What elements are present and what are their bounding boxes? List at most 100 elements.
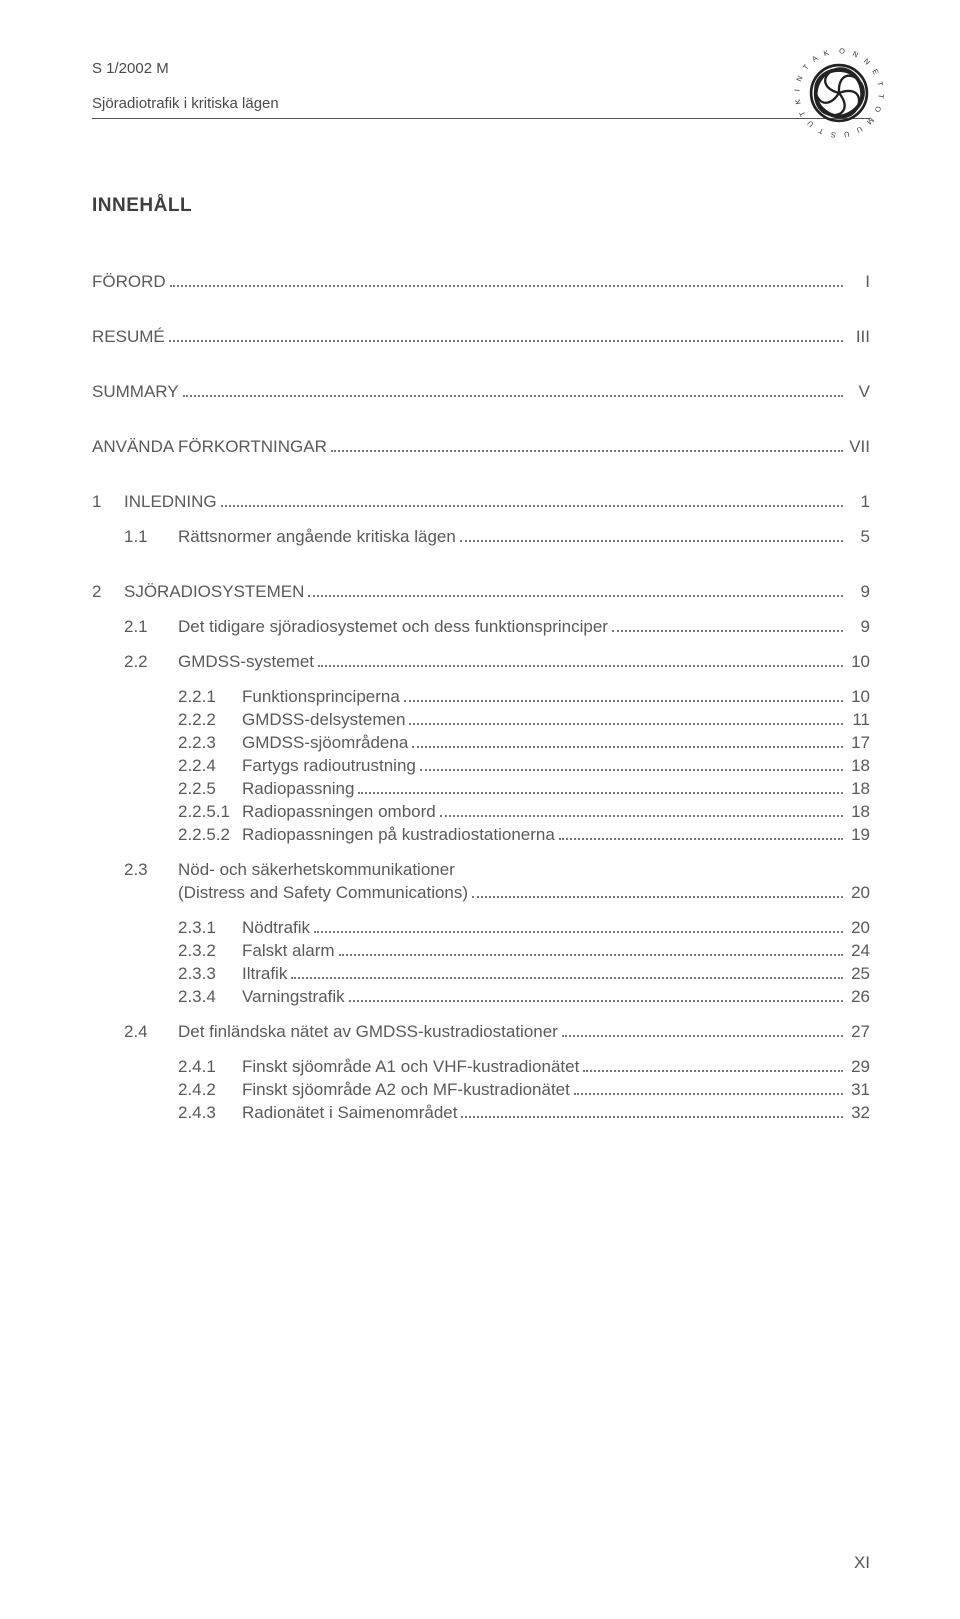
toc-entry: 2.4.1Finskt sjöområde A1 och VHF-kustrad… xyxy=(92,1058,870,1075)
toc-number: 1.1 xyxy=(92,528,178,545)
toc-leader xyxy=(349,993,843,1002)
toc-text: Finskt sjöområde A2 och MF-kustradionäte… xyxy=(242,1081,570,1098)
toc-page: 31 xyxy=(846,1081,870,1098)
toc-number: 2.4.3 xyxy=(92,1104,242,1121)
toc-leader xyxy=(339,947,843,956)
toc-number: 2.3.3 xyxy=(92,965,242,982)
toc-number: 2.1 xyxy=(92,618,178,635)
toc-title: INNEHÅLL xyxy=(92,195,870,217)
toc-page: 29 xyxy=(846,1058,870,1075)
toc-number: 2.4 xyxy=(92,1023,178,1040)
toc-entry: 2.2.5Radiopassning 18 xyxy=(92,780,870,797)
toc-entry: 2.3.3Iltrafik25 xyxy=(92,965,870,982)
toc-text: GMDSS-sjöområdena xyxy=(242,734,408,751)
toc-leader xyxy=(583,1063,843,1072)
toc-text: Falskt alarm xyxy=(242,942,335,959)
toc-leader xyxy=(562,1028,843,1037)
toc-text: ANVÄNDA FÖRKORTNINGAR xyxy=(92,438,327,455)
toc-leader xyxy=(472,889,843,898)
toc-leader xyxy=(183,388,843,397)
toc-number: 2.4.1 xyxy=(92,1058,242,1075)
page-number: XI xyxy=(854,1553,870,1573)
toc-text: Radiopassning xyxy=(242,780,354,797)
toc-page: 10 xyxy=(846,653,870,670)
toc-leader xyxy=(314,924,843,933)
toc-leader xyxy=(440,808,843,817)
toc-entry: 2.2.1Funktionsprinciperna 10 xyxy=(92,688,870,705)
toc-entry: ANVÄNDA FÖRKORTNINGAR VII xyxy=(92,438,870,455)
toc-page: 5 xyxy=(846,528,870,545)
toc-leader xyxy=(460,533,843,542)
toc-entry: 2.2GMDSS-systemet10 xyxy=(92,653,870,670)
toc-text: Radiopassningen ombord xyxy=(242,803,436,820)
toc-number: 2.3.4 xyxy=(92,988,242,1005)
toc-leader xyxy=(420,762,843,771)
toc-entry: SUMMARYV xyxy=(92,383,870,400)
toc-number: 2 xyxy=(92,583,124,600)
toc-leader xyxy=(170,278,843,287)
toc-leader xyxy=(221,498,843,507)
toc-entry: 2.2.5.2Radiopassningen på kustradiostati… xyxy=(92,826,870,843)
toc-number: 2.2.2 xyxy=(92,711,242,728)
toc-number: 2.2.5.1 xyxy=(92,803,242,820)
toc-entry: 2.4.2Finskt sjöområde A2 och MF-kustradi… xyxy=(92,1081,870,1098)
toc-page: 11 xyxy=(846,711,870,728)
toc-page: 20 xyxy=(846,919,870,936)
toc-number: 1 xyxy=(92,493,124,510)
toc-text: Nödtrafik xyxy=(242,919,310,936)
toc-entry: 2.2.4Fartygs radioutrustning18 xyxy=(92,757,870,774)
toc-entry: 1.1Rättsnormer angående kritiska lägen 5 xyxy=(92,528,870,545)
toc-entry: 2.2.2GMDSS-delsystemen 11 xyxy=(92,711,870,728)
toc-page: 10 xyxy=(846,688,870,705)
toc-leader xyxy=(169,333,843,342)
toc-text: Rättsnormer angående kritiska lägen xyxy=(178,528,456,545)
toc-number: 2.3.1 xyxy=(92,919,242,936)
toc-leader xyxy=(291,970,843,979)
toc-leader xyxy=(559,831,843,840)
toc-entry: 2.3.2Falskt alarm24 xyxy=(92,942,870,959)
toc-text: GMDSS-systemet xyxy=(178,653,314,670)
toc-entry: FÖRORDI xyxy=(92,273,870,290)
toc-page: 20 xyxy=(846,884,870,901)
toc-number: 2.4.2 xyxy=(92,1081,242,1098)
toc-entry: 2.4Det finländska nätet av GMDSS-kustrad… xyxy=(92,1023,870,1040)
toc-text: INLEDNING xyxy=(124,493,217,510)
toc-page: I xyxy=(846,273,870,290)
toc-page: 27 xyxy=(846,1023,870,1040)
toc-entry: 2.4.3Radionätet i Saimenområdet32 xyxy=(92,1104,870,1121)
toc-text: (Distress and Safety Communications) xyxy=(178,884,468,901)
toc-page: VII xyxy=(846,438,870,455)
toc-text: Radiopassningen på kustradiostationerna xyxy=(242,826,555,843)
toc-text: Det finländska nätet av GMDSS-kustradios… xyxy=(178,1023,558,1040)
toc-text: Nöd- och säkerhetskommunikationer xyxy=(178,861,455,878)
toc-entry: 2SJÖRADIOSYSTEMEN9 xyxy=(92,583,870,600)
toc-leader xyxy=(409,716,843,725)
toc-text: Funktionsprinciperna xyxy=(242,688,400,705)
toc-number: 2.2.5.2 xyxy=(92,826,242,843)
org-logo-icon: O N N E T T O M U U S T U T K I N T A K … xyxy=(794,48,884,138)
toc-leader xyxy=(461,1109,843,1118)
doc-code: S 1/2002 M xyxy=(92,60,870,77)
toc-leader xyxy=(331,443,843,452)
toc-text: Iltrafik xyxy=(242,965,287,982)
toc-entry: 2.1Det tidigare sjöradiosystemet och des… xyxy=(92,618,870,635)
toc-page: 18 xyxy=(846,780,870,797)
header-rule xyxy=(92,118,870,119)
toc-page: 19 xyxy=(846,826,870,843)
toc-page: 17 xyxy=(846,734,870,751)
toc-number: 2.3 xyxy=(92,861,178,878)
table-of-contents: FÖRORDIRESUMÉIIISUMMARYVANVÄNDA FÖRKORTN… xyxy=(92,273,870,1121)
toc-page: 24 xyxy=(846,942,870,959)
toc-entry: 1INLEDNING1 xyxy=(92,493,870,510)
toc-number: 2.2.1 xyxy=(92,688,242,705)
toc-entry: 2.2.5.1Radiopassningen ombord 18 xyxy=(92,803,870,820)
toc-leader xyxy=(318,658,843,667)
toc-page: 18 xyxy=(846,803,870,820)
toc-leader xyxy=(308,588,843,597)
toc-entry: 2.3.1Nödtrafik 20 xyxy=(92,919,870,936)
toc-page: 9 xyxy=(846,618,870,635)
toc-number: 2.2.5 xyxy=(92,780,242,797)
toc-text: Fartygs radioutrustning xyxy=(242,757,416,774)
toc-page: 1 xyxy=(846,493,870,510)
toc-text: GMDSS-delsystemen xyxy=(242,711,405,728)
